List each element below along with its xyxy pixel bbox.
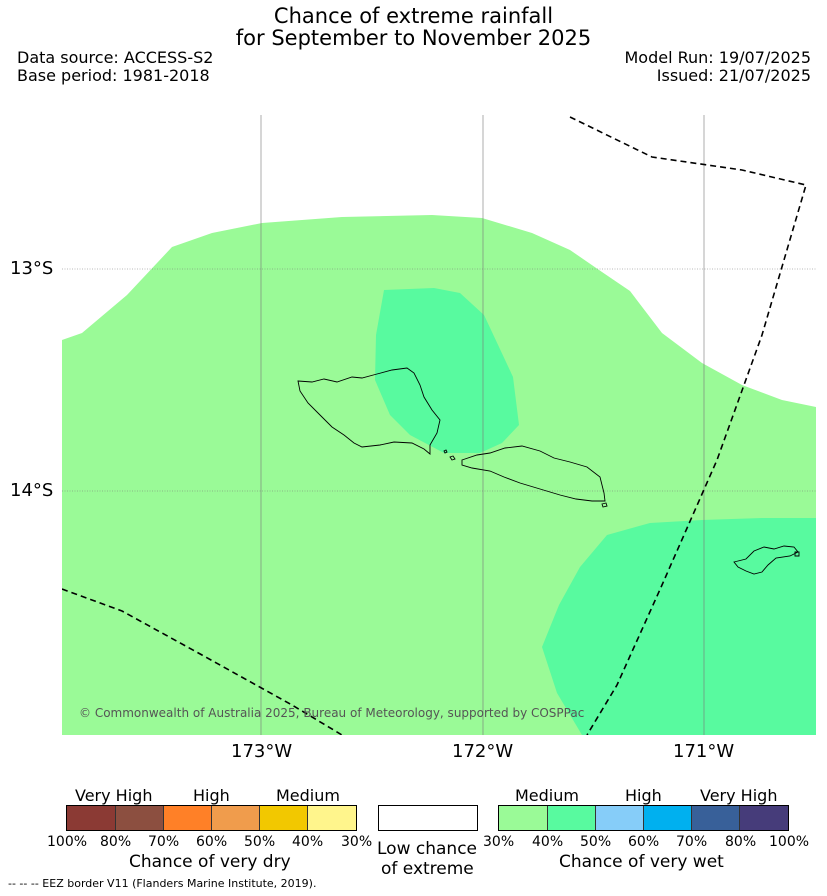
issued-date: Issued: 21/07/2025 [656,66,811,85]
rainfall-map [62,115,816,735]
wet-tick-60: 60% [628,834,660,850]
chart-title-line2: for September to November 2025 [235,26,592,50]
small-island-3 [601,502,608,508]
eez-borders [62,116,808,735]
dry-tick-40: 40% [292,834,324,850]
dry-swatch-60-50 [212,806,260,830]
upolu-island [461,445,606,502]
wet-colorbar [498,805,789,831]
wet-category-high: High [625,786,662,805]
dry-tick-80: 80% [100,834,132,850]
wet-swatch-40-50 [548,806,596,830]
dry-tick-70: 70% [148,834,180,850]
dry-tick-60: 60% [196,834,228,850]
dry-category-very-high: Very High [75,786,153,805]
dry-tick-30: 30% [341,834,373,850]
small-island-1 [443,449,448,454]
dry-colorbar [66,805,357,831]
dry-caption: Chance of very dry [129,852,291,872]
dry-swatch-100-80 [67,806,116,830]
wet-caption: Chance of very wet [559,852,724,872]
data-source: Data source: ACCESS-S2 [17,48,214,67]
dry-swatch-70-60 [164,806,212,830]
gridlines [62,115,816,735]
small-island-4 [794,551,800,557]
wet-tick-40: 40% [532,834,564,850]
low-chance-caption-line2: of extreme [381,859,474,879]
model-run: Model Run: 19/07/2025 [624,48,812,67]
savaii-island [297,367,441,455]
eez-border-northeast [569,116,808,735]
dry-swatch-80-70 [116,806,164,830]
lon-label-173w: 173°W [231,741,293,762]
low-chance-caption-line1: Low chance [377,839,477,859]
wet-swatch-30-40 [499,806,548,830]
lon-label-172w: 172°W [452,741,514,762]
wet-category-very-high: Very High [700,786,778,805]
wet-tick-30: 30% [483,834,515,850]
wet-swatch-60-70 [644,806,692,830]
eez-footnote: -- -- -- EEZ border V11 (Flanders Marine… [8,877,317,890]
lat-label-14s: 14°S [10,480,54,501]
dry-category-high: High [193,786,230,805]
lon-label-171w: 171°W [673,741,735,762]
wet-swatch-80-100 [740,806,788,830]
eez-border-southwest [62,588,343,735]
dry-tick-100: 100% [47,834,88,850]
chart-title-line1: Chance of extreme rainfall [273,4,554,28]
dry-category-medium: Medium [276,786,340,805]
wet-tick-80: 80% [725,834,757,850]
wet-tick-70: 70% [676,834,708,850]
wet-tick-100: 100% [769,834,810,850]
dry-swatch-50-40 [260,806,308,830]
wet-swatch-50-60 [596,806,644,830]
base-period: Base period: 1981-2018 [17,66,210,85]
tutuila-island [733,545,799,575]
lat-label-13s: 13°S [10,258,54,279]
wet-tick-50: 50% [580,834,612,850]
wet-category-medium: Medium [515,786,579,805]
dry-swatch-40-30 [308,806,356,830]
small-island-2 [449,455,456,461]
dry-tick-50: 50% [244,834,276,850]
islands [297,367,800,575]
wet-swatch-70-80 [692,806,740,830]
low-chance-swatch [378,805,478,831]
copyright-text: © Commonwealth of Australia 2025, Bureau… [79,706,585,720]
wet-40-50-region-southeast [542,518,816,735]
